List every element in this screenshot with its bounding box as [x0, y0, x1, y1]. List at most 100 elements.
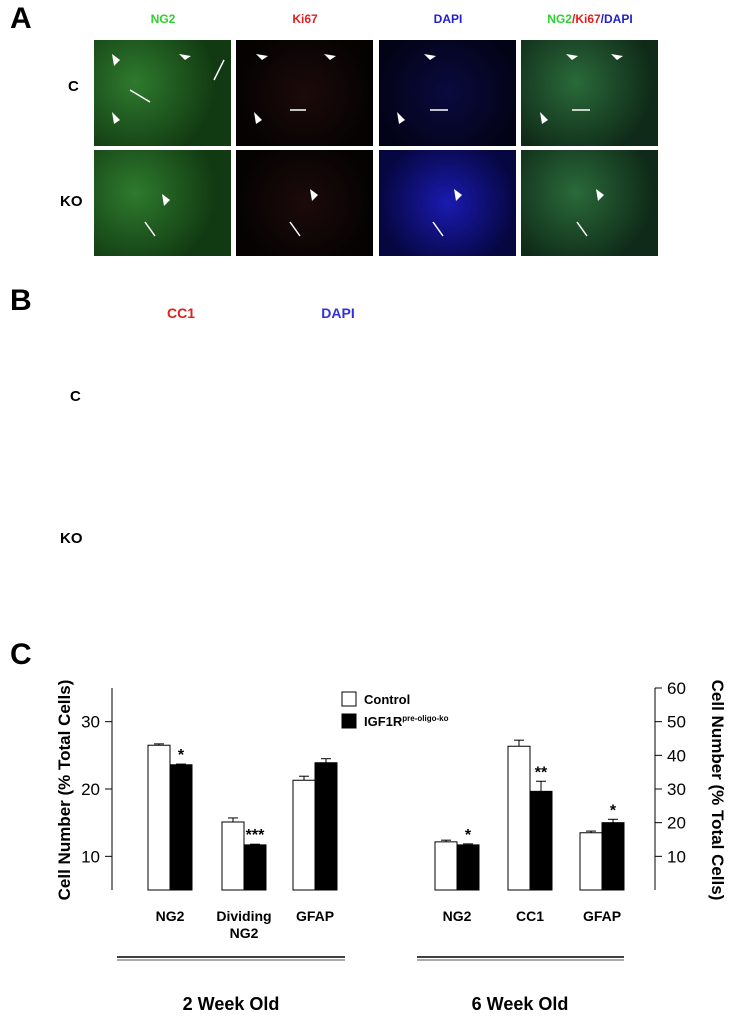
arrowhead	[454, 189, 462, 201]
legend-label: IGF1Rpre-oligo-ko	[364, 714, 449, 729]
group-label: 2 Week Old	[183, 994, 280, 1014]
image-overlay	[0, 0, 735, 640]
x-tick-label: GFAP	[295, 908, 335, 924]
column-header: Ki67	[292, 12, 318, 26]
significance-label: **	[535, 764, 548, 781]
y-tick-label: 30	[667, 780, 686, 799]
arrowhead	[162, 194, 170, 206]
column-header: NG2	[150, 12, 176, 26]
legend-swatch	[341, 713, 357, 729]
y-tick-label: 20	[667, 814, 686, 833]
legend-label: Control	[364, 692, 410, 707]
arrowhead	[566, 54, 578, 60]
error-bar	[608, 818, 618, 823]
row-label: C	[68, 78, 79, 95]
error-bar	[321, 758, 331, 763]
bar	[601, 822, 625, 891]
micrograph	[94, 150, 231, 256]
x-tick-label: GFAP	[582, 908, 622, 924]
dashed-border	[232, 479, 359, 521]
micrograph	[379, 150, 516, 256]
x-tick-label: CC1	[515, 908, 544, 924]
micrograph	[379, 40, 516, 146]
region-label: cc	[110, 429, 125, 444]
error-bar	[514, 739, 524, 747]
arrow	[129, 89, 151, 103]
arrows	[129, 59, 590, 237]
arrowhead	[112, 54, 120, 66]
bar	[221, 821, 245, 891]
arrow	[432, 221, 444, 237]
y-tick-label: 20	[81, 780, 100, 799]
arrowhead	[112, 112, 120, 124]
group-label: 6 Week Old	[472, 994, 569, 1014]
row-label: C	[70, 388, 81, 405]
y-tick-label: 10	[667, 847, 686, 866]
arrow	[213, 59, 225, 81]
panel-letter: C	[10, 638, 32, 671]
y-tick-label: 30	[81, 713, 100, 732]
error-bar	[441, 839, 451, 842]
dashed-border	[95, 331, 161, 373]
error-bar	[536, 780, 546, 792]
column-header: CC1	[166, 305, 196, 321]
bar	[147, 744, 171, 891]
arrowhead	[596, 189, 604, 201]
bar	[529, 790, 553, 891]
arrowhead	[256, 54, 268, 60]
x-tick-label: NG2	[442, 908, 472, 924]
legend-swatch	[341, 691, 357, 707]
column-header: NG2/Ki67/DAPI	[547, 12, 632, 26]
region-label: cc	[259, 423, 274, 438]
error-bar	[228, 817, 238, 822]
error-bar	[463, 843, 473, 845]
y-tick-label: 10	[81, 847, 100, 866]
significance-label: *	[465, 827, 472, 844]
y-tick-label: 60	[667, 679, 686, 698]
panel-letter: B	[10, 284, 32, 317]
row-label: KO	[60, 530, 83, 547]
bar	[243, 844, 267, 891]
bar	[169, 764, 193, 891]
arrowhead	[310, 189, 318, 201]
header-part: /Ki67	[571, 12, 601, 26]
legend-superscript: pre-oligo-ko	[402, 714, 448, 723]
micrograph	[236, 150, 373, 256]
x-tick-label: NG2	[155, 908, 185, 924]
error-bar	[154, 743, 164, 746]
y-axis-label: Cell Number (% Total Cells)	[55, 680, 74, 901]
row-label: KO	[60, 193, 83, 210]
arrowhead	[254, 112, 262, 124]
panel-letter: A	[10, 2, 32, 35]
header-part: NG2	[547, 12, 572, 26]
arrowhead	[611, 54, 623, 60]
column-header: DAPI	[433, 12, 463, 26]
arrow	[144, 221, 156, 237]
bar	[434, 841, 458, 891]
significance-label: ***	[246, 827, 265, 844]
micrograph	[521, 40, 658, 146]
arrowheads	[112, 54, 623, 206]
bar	[314, 762, 338, 891]
region-label: cc	[124, 570, 139, 585]
x-tick-label: Dividing NG2	[216, 908, 272, 941]
significance-label: *	[178, 747, 185, 764]
bar	[507, 745, 531, 891]
dashed-border	[232, 329, 301, 371]
dashed-border	[174, 577, 225, 599]
error-bar	[586, 830, 596, 833]
y2-axis-label: Cell Number (% Total Cells)	[708, 680, 727, 901]
dashed-border	[204, 444, 225, 456]
arrowhead	[397, 112, 405, 124]
error-bar	[250, 843, 260, 845]
arrow	[289, 221, 301, 237]
dashed-border	[309, 574, 359, 601]
dashed-border	[339, 447, 359, 459]
bar	[292, 779, 316, 891]
error-bar	[176, 763, 186, 765]
bar	[456, 844, 480, 891]
header-part: /DAPI	[600, 12, 633, 26]
region-label: cc	[270, 567, 285, 582]
arrowhead	[179, 54, 191, 60]
